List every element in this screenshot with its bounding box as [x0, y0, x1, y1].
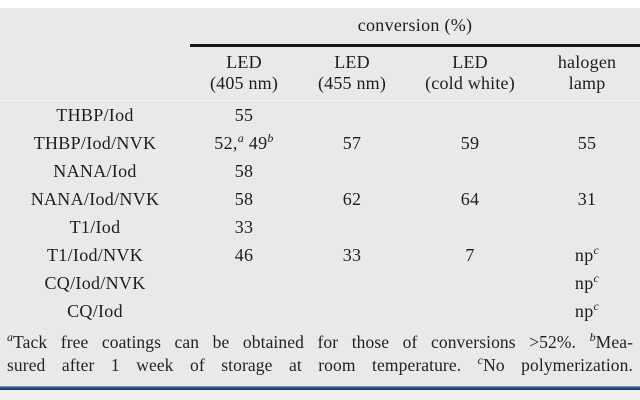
value-cell: 55	[577, 132, 597, 153]
row-label: NANA/Iod	[53, 160, 137, 181]
column-header-line: LED	[226, 52, 262, 72]
value-cell: 52,a 49b	[214, 130, 274, 153]
table-row: NANA/Iod 58	[0, 157, 640, 185]
value-cell	[406, 213, 534, 241]
spanner-row: conversion (%)	[0, 8, 640, 47]
column-header-line: halogen	[557, 52, 617, 72]
column-header-row: LED (405 nm) LED (455 nm) LED (cold whit…	[0, 45, 640, 101]
value-cell	[298, 157, 406, 185]
table-body: THBP/Iod 55 THBP/Iod/NVK 52,a 49b 57 59 55 NANA…	[0, 101, 640, 326]
table-row: CQ/Iod/NVK npc	[0, 269, 640, 297]
value-cell	[534, 157, 640, 185]
row-label: THBP/Iod	[56, 104, 134, 125]
value-cell: npc	[574, 270, 600, 293]
value-cell: npc	[574, 242, 600, 265]
value-cell: 46	[234, 244, 254, 265]
column-header-halogen-lamp: halogen lamp	[534, 45, 640, 101]
empty-corner-cell	[0, 8, 190, 46]
empty-header-cell	[0, 45, 190, 101]
value-cell	[298, 269, 406, 297]
value-cell: 33	[342, 244, 362, 265]
column-header-line: (455 nm)	[317, 73, 387, 93]
value-cell: 31	[577, 188, 597, 209]
column-header-line: (cold white)	[425, 73, 515, 93]
row-label: NANA/Iod/NVK	[30, 188, 160, 209]
value-cell	[406, 101, 534, 130]
column-header-line: LED	[334, 52, 370, 72]
value-cell	[406, 157, 534, 185]
table-row: THBP/Iod 55	[0, 101, 640, 130]
value-cell	[298, 213, 406, 241]
value-cell	[190, 269, 298, 297]
value-cell: 55	[234, 104, 254, 125]
footnotes: aTack free coatings can be obtained for …	[0, 325, 640, 377]
row-label: THBP/Iod/NVK	[33, 132, 157, 153]
bottom-margin-strip	[0, 390, 640, 400]
value-cell	[298, 101, 406, 130]
top-margin-strip	[0, 0, 640, 8]
spanner-header-conversion: conversion (%)	[190, 8, 640, 47]
value-cell	[534, 213, 640, 241]
value-cell	[406, 269, 534, 297]
value-cell: 58	[234, 188, 254, 209]
table-row: NANA/Iod/NVK 58 62 64 31	[0, 185, 640, 213]
value-cell: npc	[574, 298, 600, 321]
value-cell: 59	[460, 132, 480, 153]
column-header-line: lamp	[568, 73, 606, 93]
row-label: CQ/Iod/NVK	[44, 272, 146, 293]
row-label: CQ/Iod	[67, 300, 123, 321]
table-row: T1/Iod 33	[0, 213, 640, 241]
value-cell	[190, 297, 298, 325]
column-header-line: LED	[452, 52, 488, 72]
row-label: T1/Iod	[69, 216, 121, 237]
value-cell: 7	[465, 244, 475, 265]
footnote-line-2: sured after 1 week of storage at room te…	[7, 353, 633, 375]
row-label: T1/Iod/NVK	[47, 244, 143, 265]
value-cell	[534, 101, 640, 130]
table-row: CQ/Iod npc	[0, 297, 640, 325]
value-cell: 58	[234, 160, 254, 181]
value-cell: 62	[342, 188, 362, 209]
table-row: THBP/Iod/NVK 52,a 49b 57 59 55	[0, 129, 640, 157]
table-row: T1/Iod/NVK 46 33 7 npc	[0, 241, 640, 269]
value-cell	[298, 297, 406, 325]
bottom-accent-rule	[0, 386, 640, 390]
footnote-line-1: aTack free coatings can be obtained for …	[7, 330, 633, 352]
value-cell: 57	[342, 132, 362, 153]
conversion-table: conversion (%) LED (405 nm) LED (455 nm)…	[0, 8, 640, 325]
column-header-line: (405 nm)	[209, 73, 279, 93]
column-header-led-455: LED (455 nm)	[298, 45, 406, 101]
value-cell: 64	[460, 188, 480, 209]
value-cell: 33	[234, 216, 254, 237]
value-cell	[406, 297, 534, 325]
column-header-led-405: LED (405 nm)	[190, 45, 298, 101]
column-header-led-cold-white: LED (cold white)	[406, 45, 534, 101]
